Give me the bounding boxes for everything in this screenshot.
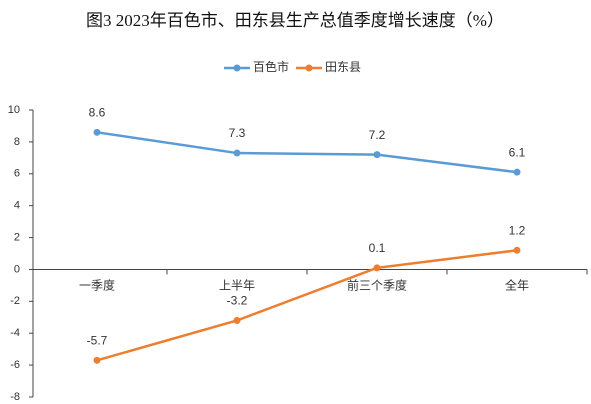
y-tick-label: -4 [10, 327, 20, 339]
y-tick-label: 10 [8, 104, 20, 116]
data-label: 7.2 [369, 128, 386, 142]
legend-marker [305, 64, 313, 72]
point [93, 128, 101, 136]
point [93, 356, 101, 364]
y-tick-label: 8 [14, 136, 20, 148]
data-label: 7.3 [229, 126, 246, 140]
y-tick-label: 2 [14, 231, 20, 243]
data-label: 8.6 [89, 105, 106, 119]
point [513, 168, 521, 176]
x-tick-label: 全年 [505, 278, 529, 293]
point [513, 246, 521, 254]
data-label: 0.1 [369, 241, 386, 255]
series-line [96, 249, 518, 362]
y-tick-label: 6 [14, 168, 20, 180]
point [373, 264, 381, 272]
chart-title: 图3 2023年百色市、田东县生产总值季度增长速度（%） [86, 11, 504, 30]
legend-marker [233, 64, 241, 72]
y-tick-label: -8 [10, 391, 20, 403]
data-label: -5.7 [87, 333, 108, 347]
point [233, 149, 241, 157]
data-label: -3.2 [227, 294, 248, 308]
y-tick-label: -6 [10, 359, 20, 371]
legend-label: 百色市 [253, 59, 289, 74]
series-line [96, 131, 518, 174]
x-tick-label: 一季度 [79, 278, 115, 293]
point [373, 151, 381, 159]
data-label: 6.1 [509, 145, 526, 159]
legend-label: 田东县 [325, 60, 361, 74]
y-tick-label: 4 [14, 200, 20, 212]
x-tick-label: 上半年 [219, 279, 255, 293]
x-tick-label: 前三个季度 [347, 278, 407, 293]
point [233, 316, 241, 324]
data-label: 1.2 [509, 223, 526, 237]
y-tick-label: 0 [14, 263, 20, 275]
y-tick-label: -2 [10, 295, 20, 307]
